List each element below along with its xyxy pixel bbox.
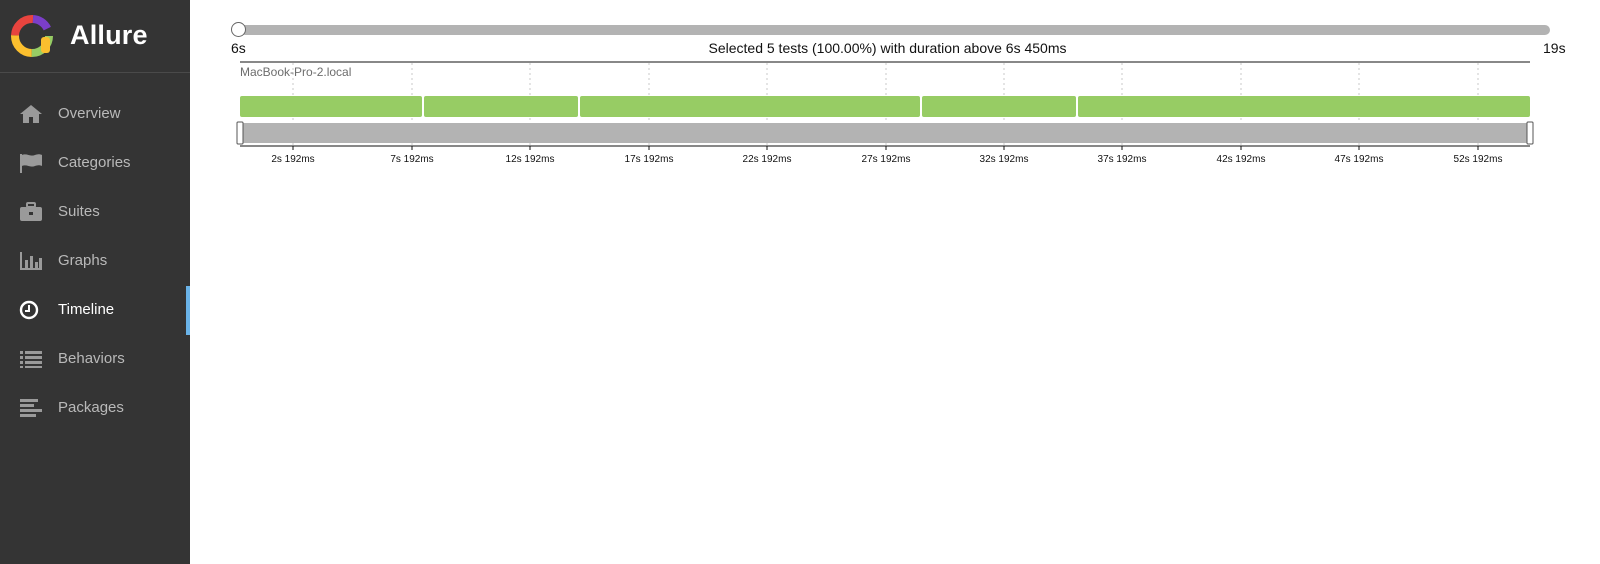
axis-tick-label: 22s 192ms bbox=[743, 154, 792, 165]
axis-tick-label: 17s 192ms bbox=[625, 154, 674, 165]
timeline-brush[interactable] bbox=[240, 123, 1530, 143]
app-title: Allure bbox=[70, 20, 148, 50]
sidebar-item-packages[interactable]: Packages bbox=[0, 384, 190, 433]
axis-tick-label: 7s 192ms bbox=[390, 154, 433, 165]
sidebar-item-suites[interactable]: Suites bbox=[0, 188, 190, 237]
axis-tick-label: 12s 192ms bbox=[506, 154, 555, 165]
duration-slider-handle[interactable] bbox=[231, 22, 246, 37]
sidebar-item-behaviors[interactable]: Behaviors bbox=[0, 335, 190, 384]
bar-chart-icon bbox=[20, 252, 42, 270]
sidebar-item-label: Behaviors bbox=[58, 350, 125, 367]
list-icon bbox=[20, 351, 42, 368]
sidebar-item-timeline[interactable]: Timeline bbox=[0, 286, 190, 335]
sidebar-nav: Overview Categories Suites bbox=[0, 90, 190, 433]
allure-logo-icon bbox=[11, 15, 53, 57]
sidebar-item-overview[interactable]: Overview bbox=[0, 90, 190, 139]
sidebar-item-label: Graphs bbox=[58, 252, 108, 269]
duration-slider-track[interactable] bbox=[240, 25, 1550, 35]
active-indicator bbox=[186, 286, 190, 335]
sidebar-item-label: Overview bbox=[58, 105, 121, 122]
brand[interactable]: Allure bbox=[0, 0, 190, 73]
sidebar-item-categories[interactable]: Categories bbox=[0, 139, 190, 188]
test-segment[interactable] bbox=[240, 96, 422, 117]
test-segment[interactable] bbox=[580, 96, 920, 117]
test-segment[interactable] bbox=[922, 96, 1076, 117]
duration-max-label: 19s bbox=[1543, 40, 1566, 56]
axis-tick-label: 2s 192ms bbox=[271, 154, 314, 165]
home-icon bbox=[20, 105, 42, 123]
time-axis-ticks bbox=[292, 146, 1479, 150]
sidebar: Allure Overview Categories bbox=[0, 0, 190, 564]
sidebar-item-label: Timeline bbox=[58, 301, 115, 318]
axis-tick-label: 37s 192ms bbox=[1098, 154, 1147, 165]
axis-tick-label: 52s 192ms bbox=[1454, 154, 1503, 165]
brush-handle-left[interactable] bbox=[236, 121, 244, 145]
axis-tick-label: 47s 192ms bbox=[1335, 154, 1384, 165]
sidebar-item-graphs[interactable]: Graphs bbox=[0, 237, 190, 286]
align-left-icon bbox=[20, 399, 42, 417]
axis-tick-label: 42s 192ms bbox=[1217, 154, 1266, 165]
sidebar-item-label: Suites bbox=[58, 203, 100, 220]
duration-filter-summary: Selected 5 tests (100.00%) with duration… bbox=[708, 40, 1067, 56]
brush-handle-right[interactable] bbox=[1526, 121, 1534, 145]
host-label: MacBook-Pro-2.local bbox=[240, 65, 351, 79]
sidebar-item-label: Categories bbox=[58, 154, 131, 171]
clock-icon bbox=[19, 300, 39, 320]
test-segment[interactable] bbox=[1078, 96, 1530, 117]
sidebar-item-label: Packages bbox=[58, 399, 124, 416]
timeline-chart: MacBook-Pro-2.local bbox=[236, 61, 1534, 165]
flag-icon bbox=[20, 154, 42, 173]
time-axis-labels: 2s 192ms 7s 192ms 12s 192ms 17s 192ms 22… bbox=[271, 154, 1502, 165]
axis-tick-label: 27s 192ms bbox=[862, 154, 911, 165]
timeline-page: 6s Selected 5 tests (100.00%) with durat… bbox=[190, 0, 1600, 564]
duration-min-label: 6s bbox=[231, 40, 246, 56]
test-segment[interactable] bbox=[424, 96, 578, 117]
briefcase-icon bbox=[20, 202, 42, 221]
test-segments bbox=[240, 96, 1530, 117]
axis-tick-label: 32s 192ms bbox=[980, 154, 1029, 165]
